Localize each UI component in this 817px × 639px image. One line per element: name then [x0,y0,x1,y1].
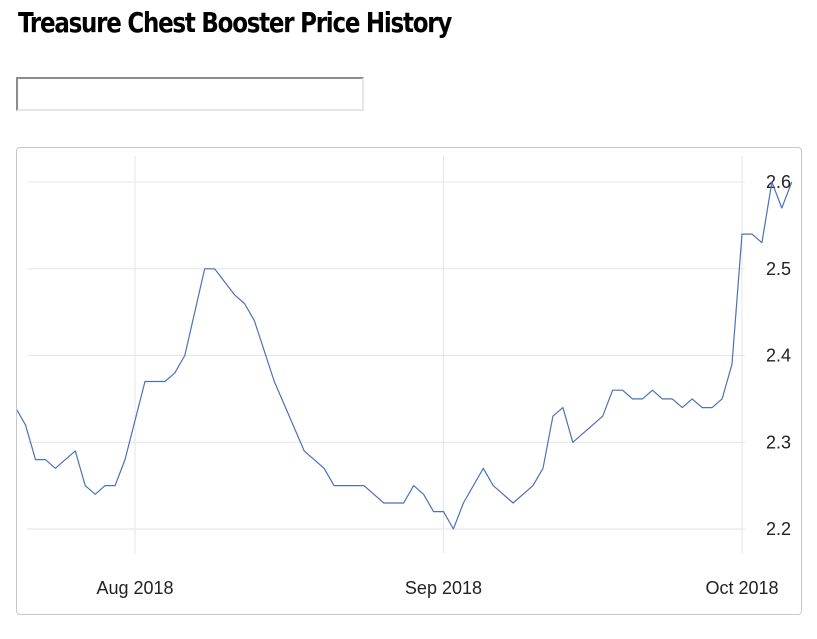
y-tick-label: 2.2 [766,519,791,539]
y-tick-label: 2.6 [766,172,791,192]
x-tick-label: Sep 2018 [405,578,482,598]
y-tick-label: 2.5 [766,259,791,279]
y-tick-label: 2.4 [766,346,791,366]
price-series-line [17,181,793,530]
search-input[interactable] [16,77,364,111]
y-tick-label: 2.3 [766,432,791,452]
chart-plot: 2.2 2.3 2.4 2.5 2.6 Aug 2018 Sep 2018 Oct 2018 [17,156,793,598]
price-chart: 2.2 2.3 2.4 2.5 2.6 Aug 2018 Sep 2018 Oct 2018 [16,147,802,615]
x-tick-label: Oct 2018 [705,578,778,598]
page-title: Treasure Chest Booster Price History [18,6,452,39]
x-tick-label: Aug 2018 [96,578,173,598]
